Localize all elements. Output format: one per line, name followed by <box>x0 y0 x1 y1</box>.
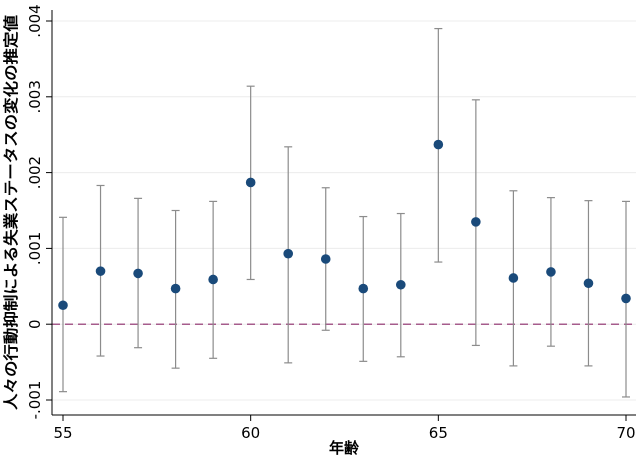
data-point <box>621 293 631 304</box>
y-tick-label: -.001 <box>26 381 44 420</box>
data-point <box>58 300 68 311</box>
y-tick-label: .004 <box>26 4 44 37</box>
gridlines <box>52 20 636 401</box>
y-ticks: -.001 0 .001 .002 .003 .004 <box>26 4 52 419</box>
data-point <box>245 177 256 188</box>
data-point <box>208 274 218 285</box>
error-bars <box>59 27 630 398</box>
data-point <box>320 254 331 264</box>
data-point <box>95 266 106 276</box>
data-point <box>433 139 444 150</box>
data-point <box>396 279 406 290</box>
y-tick-label: .002 <box>26 156 44 189</box>
data-point <box>546 267 556 277</box>
data-point <box>133 268 143 279</box>
y-tick-label: .003 <box>26 80 44 113</box>
x-tick-label: 70 <box>616 424 635 442</box>
x-axis-title: 年齢 <box>329 439 360 457</box>
data-points <box>58 139 631 311</box>
data-point <box>358 283 369 294</box>
x-tick-label: 60 <box>241 424 260 442</box>
data-point <box>508 273 519 283</box>
y-tick-label: 0 <box>26 319 44 329</box>
data-point <box>583 278 594 289</box>
x-tick-label: 55 <box>53 424 72 442</box>
y-axis-title: 人々の行動抑制による失業ステータスの変化の推定値 <box>2 15 20 410</box>
x-tick-label: 65 <box>429 424 448 442</box>
data-point <box>471 217 481 227</box>
x-ticks: 55 60 65 70 <box>53 415 636 442</box>
y-tick-label: .001 <box>26 232 44 265</box>
data-point <box>283 248 294 259</box>
data-point <box>170 283 181 294</box>
